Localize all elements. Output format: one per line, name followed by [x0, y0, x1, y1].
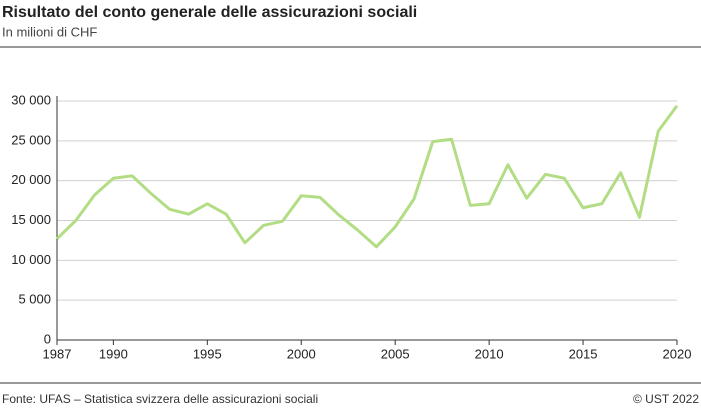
- y-tick-label: 5 000: [18, 292, 51, 307]
- data-line: [55, 104, 679, 249]
- y-tick-label: 15 000: [11, 212, 51, 227]
- x-tick-label: 1995: [193, 346, 222, 361]
- credit: © UST 2022: [633, 392, 699, 406]
- x-tick-label: 1987: [43, 346, 72, 361]
- y-tick-label: 0: [44, 331, 51, 346]
- y-tick-label: 20 000: [11, 172, 51, 187]
- x-tick-label: 2000: [287, 346, 316, 361]
- x-tick-label: 2015: [569, 346, 598, 361]
- chart-subtitle: In milioni di CHF: [2, 24, 97, 39]
- source: Fonte: UFAS – Statistica svizzera delle …: [2, 392, 318, 406]
- y-tick-label: 30 000: [11, 92, 51, 107]
- chart-title: Risultato del conto generale delle assic…: [2, 4, 417, 21]
- x-tick-label: 2010: [475, 346, 504, 361]
- y-tick-label: 10 000: [11, 252, 51, 267]
- x-tick-label: 1990: [99, 346, 128, 361]
- x-tick-label: 2005: [381, 346, 410, 361]
- x-tick-label: 2020: [663, 346, 692, 361]
- y-tick-label: 25 000: [11, 132, 51, 147]
